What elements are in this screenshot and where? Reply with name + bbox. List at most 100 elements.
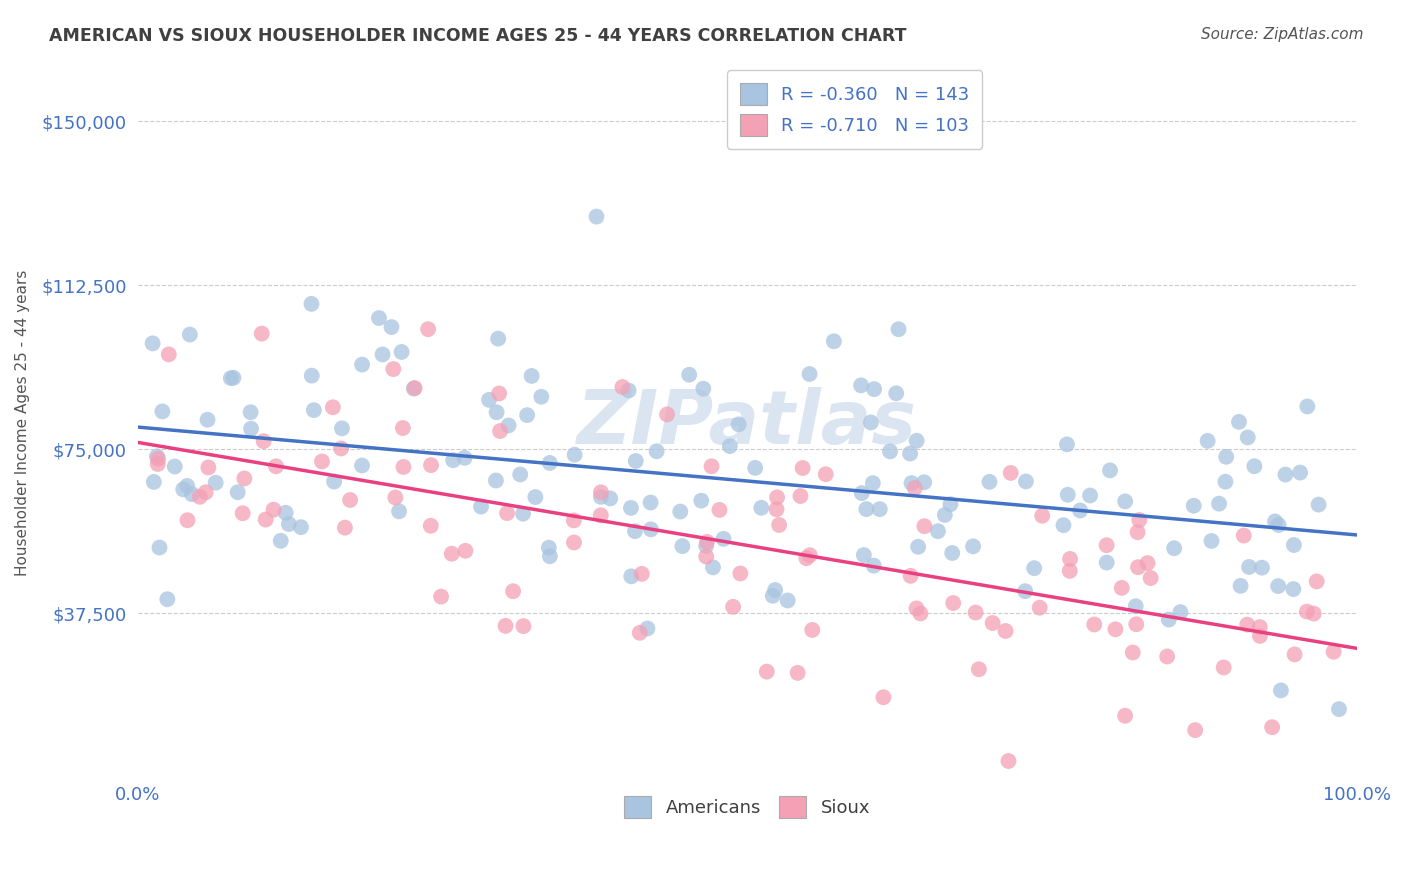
Point <box>1095 538 1118 552</box>
Point <box>862 558 884 573</box>
Point <box>239 405 262 419</box>
Point <box>900 569 922 583</box>
Point <box>585 210 607 224</box>
Point <box>1122 646 1144 660</box>
Point <box>1249 629 1271 643</box>
Point <box>799 367 821 381</box>
Legend: Americans, Sioux: Americans, Sioux <box>617 789 877 825</box>
Point <box>176 479 198 493</box>
Point <box>530 390 553 404</box>
Point <box>898 447 921 461</box>
Point <box>907 540 929 554</box>
Point <box>330 442 353 456</box>
Point <box>1261 720 1284 734</box>
Point <box>1056 488 1078 502</box>
Point <box>1114 708 1136 723</box>
Point <box>1284 648 1306 662</box>
Point <box>671 539 693 553</box>
Point <box>322 401 344 415</box>
Point <box>762 589 785 603</box>
Point <box>927 524 949 538</box>
Point <box>859 416 882 430</box>
Point <box>1296 400 1319 414</box>
Point <box>368 311 391 326</box>
Point <box>981 615 1004 630</box>
Point <box>814 467 837 482</box>
Point <box>884 386 907 401</box>
Point <box>713 532 735 546</box>
Point <box>1136 556 1159 570</box>
Point <box>562 535 585 549</box>
Point <box>789 489 811 503</box>
Point <box>509 467 531 482</box>
Point <box>384 491 406 505</box>
Point <box>910 607 932 621</box>
Point <box>537 541 560 555</box>
Point <box>197 413 219 427</box>
Point <box>1111 581 1133 595</box>
Point <box>1237 560 1260 574</box>
Point <box>274 506 297 520</box>
Point <box>965 606 987 620</box>
Point <box>718 439 741 453</box>
Point <box>270 533 292 548</box>
Point <box>702 560 724 574</box>
Point <box>232 506 254 520</box>
Point <box>142 336 165 351</box>
Point <box>323 475 346 489</box>
Point <box>589 508 612 523</box>
Point <box>1024 561 1046 575</box>
Point <box>1156 649 1178 664</box>
Point <box>1274 467 1296 482</box>
Point <box>197 460 219 475</box>
Point <box>1296 605 1319 619</box>
Point <box>416 322 439 336</box>
Point <box>333 521 356 535</box>
Point <box>1052 518 1074 533</box>
Point <box>690 493 713 508</box>
Point <box>277 517 299 532</box>
Point <box>204 475 226 490</box>
Point <box>290 520 312 534</box>
Point <box>863 382 886 396</box>
Point <box>486 332 509 346</box>
Point <box>855 502 877 516</box>
Point <box>727 417 749 432</box>
Point <box>1208 497 1230 511</box>
Point <box>478 392 501 407</box>
Point <box>730 566 752 581</box>
Point <box>352 358 374 372</box>
Text: ZIPatlas: ZIPatlas <box>578 386 917 459</box>
Point <box>1014 584 1036 599</box>
Point <box>150 404 173 418</box>
Point <box>851 486 873 500</box>
Point <box>388 504 411 518</box>
Point <box>695 549 717 564</box>
Point <box>538 549 561 564</box>
Point <box>339 493 361 508</box>
Point <box>1227 415 1250 429</box>
Point <box>562 513 585 527</box>
Point <box>786 665 808 680</box>
Point <box>599 491 621 506</box>
Point <box>942 596 965 610</box>
Point <box>669 504 692 518</box>
Y-axis label: Householder Income Ages 25 - 44 years: Householder Income Ages 25 - 44 years <box>15 270 30 576</box>
Point <box>1243 459 1265 474</box>
Point <box>302 403 325 417</box>
Point <box>624 524 647 538</box>
Point <box>419 518 441 533</box>
Point <box>146 451 169 466</box>
Point <box>1327 702 1350 716</box>
Point <box>179 327 201 342</box>
Point <box>226 485 249 500</box>
Point <box>620 569 643 583</box>
Point <box>392 459 415 474</box>
Point <box>1267 518 1289 533</box>
Point <box>512 619 534 633</box>
Point <box>967 662 990 676</box>
Point <box>1182 499 1205 513</box>
Point <box>1267 579 1289 593</box>
Point <box>852 548 875 562</box>
Point <box>979 475 1001 489</box>
